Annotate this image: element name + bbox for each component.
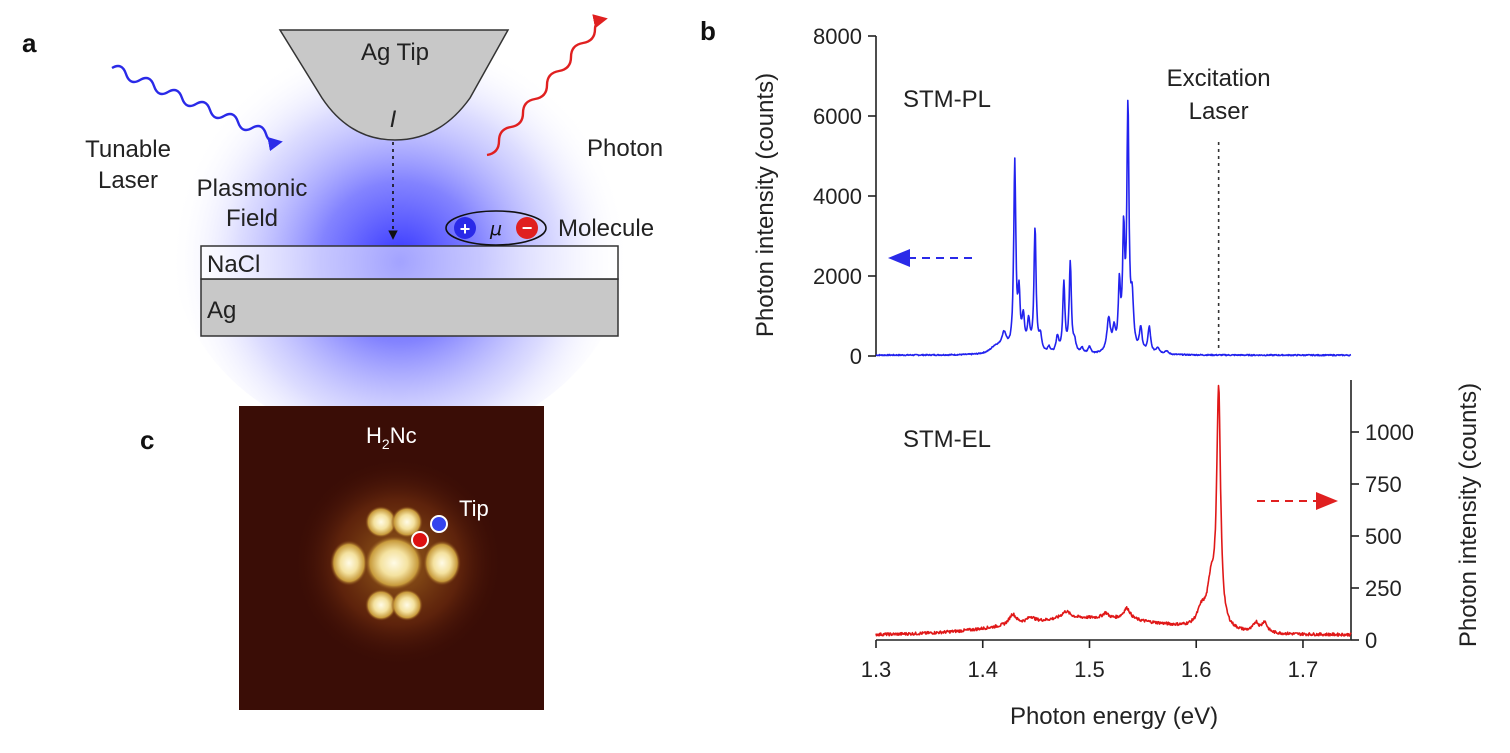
excitation-label-line1: Excitation xyxy=(1167,65,1271,92)
nacl-layer xyxy=(200,245,619,280)
left-y-axis-title: Photon intensity (counts) xyxy=(752,73,779,337)
laser-label-line1: Tunable xyxy=(85,136,171,163)
minus-sign: − xyxy=(522,218,533,238)
el-axis-indicator-arrowhead xyxy=(1316,492,1338,510)
dipole-label: μ xyxy=(489,218,502,240)
left-y-tick-label: 6000 xyxy=(813,104,862,129)
molecule-outline xyxy=(445,210,547,246)
field-label-line1: Plasmonic xyxy=(197,175,308,202)
right-y-tick-label: 250 xyxy=(1365,576,1402,601)
plus-sign: + xyxy=(460,219,471,239)
stm-pl-series-label: STM-PL xyxy=(903,86,991,113)
panel-b-label: b xyxy=(700,16,716,46)
panel-c: c Tip H2Nc xyxy=(140,406,544,710)
lobe-top-right xyxy=(391,506,423,538)
right-y-ticks: 0 250 500 750 1000 xyxy=(1351,420,1414,653)
nacl-label: NaCl xyxy=(207,251,260,278)
field-label-line2: Field xyxy=(226,205,278,232)
left-y-tick-label: 8000 xyxy=(813,24,862,49)
right-y-axis-title: Photon intensity (counts) xyxy=(1455,383,1482,647)
stm-el-series-line xyxy=(875,384,1352,637)
positive-charge-icon xyxy=(454,217,476,239)
tip-label: Tip xyxy=(459,496,489,521)
right-y-tick-label: 1000 xyxy=(1365,420,1414,445)
photon-wave-arrow xyxy=(486,14,608,157)
right-y-tick-label: 750 xyxy=(1365,472,1402,497)
plasmonic-field-glow xyxy=(170,35,630,445)
tip-position-marker-red xyxy=(411,531,429,549)
ag-tip-label: Ag Tip xyxy=(361,39,429,66)
panel-a-label: a xyxy=(22,28,37,58)
x-ticks: 1.3 1.4 1.5 1.6 1.7 xyxy=(861,640,1319,682)
molecule-label: Molecule xyxy=(558,215,654,242)
molecule-name: H2Nc xyxy=(366,423,417,452)
x-tick-label: 1.4 xyxy=(967,657,998,682)
negative-charge-icon xyxy=(516,217,538,239)
lobe-center xyxy=(364,535,424,591)
x-tick-label: 1.5 xyxy=(1074,657,1105,682)
ag-substrate xyxy=(200,278,619,337)
lobe-bottom-right xyxy=(391,589,423,621)
tip-position-marker-blue xyxy=(430,515,448,533)
lobe-bottom-left xyxy=(365,589,397,621)
right-y-tick-label: 0 xyxy=(1365,628,1377,653)
ag-label: Ag xyxy=(207,297,236,324)
x-tick-label: 1.3 xyxy=(861,657,892,682)
ag-tip xyxy=(278,29,510,141)
left-y-tick-label: 0 xyxy=(850,344,862,369)
x-tick-label: 1.6 xyxy=(1181,657,1212,682)
x-axis-title: Photon energy (eV) xyxy=(1010,703,1218,730)
left-y-tick-label: 2000 xyxy=(813,264,862,289)
lobe-top-left xyxy=(365,506,397,538)
stm-molecule-image xyxy=(293,457,503,667)
photon-label: Photon xyxy=(587,135,663,162)
laser-wave-arrow xyxy=(111,64,283,152)
lobe-left xyxy=(330,540,368,586)
laser-label-line2: Laser xyxy=(98,167,158,194)
pl-axis-indicator-arrowhead xyxy=(888,249,910,267)
left-y-tick-label: 4000 xyxy=(813,184,862,209)
current-label: I xyxy=(390,106,397,133)
x-tick-label: 1.7 xyxy=(1288,657,1319,682)
panel-c-label: c xyxy=(140,425,154,455)
panel-a: a NaCl Ag Ag Tip I Tunable Laser Photon … xyxy=(22,14,663,445)
right-y-tick-label: 500 xyxy=(1365,524,1402,549)
molecule-dipole: + − μ xyxy=(445,210,547,246)
stm-el-series-label: STM-EL xyxy=(903,426,991,453)
left-y-ticks: 0 2000 4000 6000 8000 xyxy=(813,24,876,369)
stm-pl-series-line xyxy=(875,99,1352,357)
lobe-right xyxy=(423,540,461,586)
excitation-label-line2: Laser xyxy=(1189,98,1249,125)
